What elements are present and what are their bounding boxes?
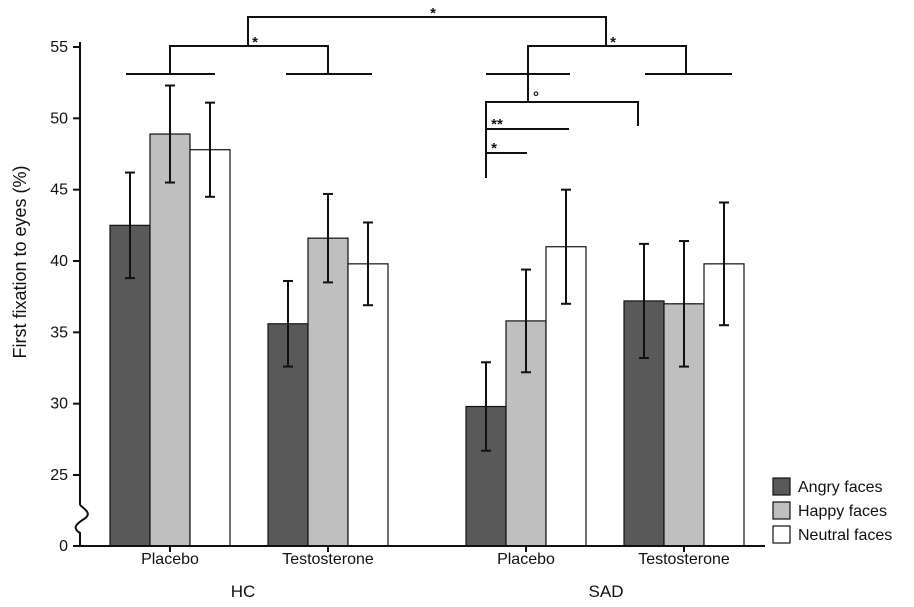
group-label: HC: [231, 582, 256, 601]
significance-label: *: [610, 34, 616, 51]
group-label: SAD: [589, 582, 624, 601]
legend-swatch: [772, 525, 791, 544]
y-tick-label: 30: [50, 396, 68, 413]
legend-label: Neutral faces: [798, 527, 892, 544]
bar: [149, 133, 191, 547]
legend-label: Happy faces: [798, 503, 887, 520]
y-axis-title: First fixation to eyes (%): [10, 165, 30, 358]
category-label: Placebo: [497, 551, 555, 568]
bracket-hc: [169, 45, 329, 74]
legend-swatch: [772, 477, 791, 496]
category-label: Placebo: [141, 551, 199, 568]
y-axis-break: [74, 504, 89, 546]
significance-brackets: * **°***: [126, 5, 732, 178]
legend-swatch: [772, 501, 791, 520]
significance-label: *: [491, 140, 497, 157]
bar: [189, 149, 231, 547]
legend: Angry faces Happy faces Neutral faces: [772, 477, 892, 544]
legend-label: Angry faces: [798, 479, 882, 496]
bars: [109, 133, 745, 547]
bracket-top: [247, 16, 607, 46]
category-label: Testosterone: [282, 551, 374, 568]
significance-label: **: [491, 116, 503, 133]
significance-label: *: [430, 5, 436, 22]
y-tick-label: 35: [50, 324, 68, 341]
y-tick-label: 50: [50, 110, 68, 127]
bracket-inner-1: [485, 101, 639, 178]
axis-labels: 0 25 30 35 40 45 50 55 First fixation to eyes (%…: [10, 39, 730, 601]
category-label: Testosterone: [638, 551, 730, 568]
bar: [307, 237, 349, 547]
significance-label: *: [252, 34, 258, 51]
y-tick-label: 45: [50, 182, 68, 199]
y-tick-label: 25: [50, 467, 68, 484]
axes: [73, 42, 765, 552]
error-bars: [125, 84, 729, 452]
significance-label: °: [533, 89, 539, 106]
y-tick-label: 55: [50, 39, 68, 56]
y-tick-label: 40: [50, 253, 68, 270]
y-tick-label: 0: [59, 538, 68, 555]
